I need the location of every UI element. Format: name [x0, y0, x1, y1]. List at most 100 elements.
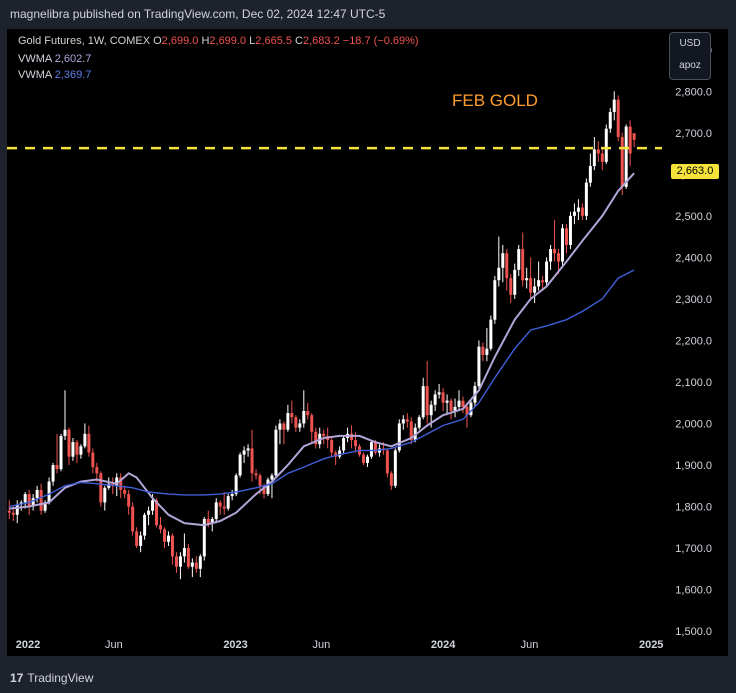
- candle-body: [517, 249, 521, 270]
- candle-body: [497, 267, 501, 281]
- candle-body: [15, 504, 19, 515]
- y-tick-label: 2,400.0: [675, 252, 712, 264]
- candle-body: [449, 400, 453, 412]
- candle-body: [433, 394, 437, 405]
- candle-body: [99, 473, 103, 503]
- candle-body: [234, 475, 238, 495]
- candle-body: [262, 485, 266, 495]
- candle-body: [425, 386, 429, 416]
- candle-body: [155, 500, 159, 526]
- y-tick-label: 2,700.0: [675, 128, 712, 140]
- candle-body: [533, 286, 537, 293]
- close-label: C: [295, 35, 303, 47]
- candle-body: [27, 494, 31, 507]
- tradingview-brand: TradingView: [27, 671, 94, 685]
- level-price-tag: 2,663.0: [671, 164, 719, 179]
- candle-body: [596, 149, 600, 154]
- x-tick-label: Jun: [313, 639, 331, 651]
- candle-body: [477, 346, 481, 387]
- candle-body: [298, 423, 302, 428]
- candle-body: [282, 423, 286, 430]
- candle-body: [127, 494, 131, 507]
- currency-label: USD: [679, 38, 701, 49]
- candle-body: [238, 454, 242, 476]
- top-bar: magnelibra published on TradingView.com,…: [0, 0, 736, 30]
- candle-body: [549, 249, 553, 262]
- candle-body: [190, 562, 194, 567]
- candle-body: [541, 280, 545, 283]
- candle-body: [354, 440, 358, 447]
- candle-body: [7, 510, 11, 513]
- candle-body: [529, 278, 533, 293]
- candle-body: [218, 502, 222, 507]
- candle-body: [294, 417, 298, 428]
- candle-body: [198, 556, 202, 569]
- close-value: 2,683.2: [303, 35, 340, 47]
- candle-body: [55, 464, 59, 470]
- candle-body: [580, 207, 584, 216]
- candle-body: [537, 280, 541, 287]
- candle-body: [628, 126, 632, 154]
- tradingview-logo[interactable]: 17 TradingView: [10, 671, 93, 685]
- chart-area[interactable]: [7, 29, 662, 656]
- y-tick-label: 2,000.0: [675, 418, 712, 430]
- open-label: O: [153, 35, 162, 47]
- vwma-slow-legend: VWMA 2,369.7: [18, 69, 91, 81]
- candle-body: [481, 346, 485, 355]
- symbol-name: Gold Futures, 1W, COMEX: [18, 35, 151, 47]
- x-tick-label: 2023: [223, 639, 247, 651]
- candle-body: [521, 249, 525, 281]
- currency-selector[interactable]: USD apoz: [669, 32, 711, 80]
- low-value: 2,665.5: [255, 35, 292, 47]
- candle-body: [79, 446, 83, 455]
- candle-body: [620, 136, 624, 187]
- candle-body: [222, 506, 226, 509]
- y-tick-label: 2,300.0: [675, 294, 712, 306]
- candle-body: [51, 464, 55, 482]
- publisher-line: magnelibra published on TradingView.com,…: [10, 7, 386, 21]
- y-tick-label: 1,800.0: [675, 502, 712, 514]
- price-axis[interactable]: [662, 29, 728, 656]
- candle-body: [242, 450, 246, 455]
- y-tick-label: 1,500.0: [675, 626, 712, 638]
- candle-body: [31, 498, 35, 507]
- vwma-fast-line: [9, 172, 635, 527]
- high-value: 2,699.0: [209, 35, 247, 47]
- candle-body: [186, 548, 190, 567]
- candle-body: [123, 489, 127, 495]
- high-label: H: [201, 35, 210, 47]
- open-value: 2,699.0: [161, 35, 199, 47]
- candle-body: [604, 128, 608, 162]
- candle-body: [564, 228, 568, 245]
- candle-body: [608, 112, 612, 129]
- candle-body: [182, 548, 186, 557]
- candle-body: [35, 489, 39, 499]
- candle-body: [170, 535, 174, 557]
- candle-body: [405, 419, 409, 422]
- candle-body: [310, 415, 314, 432]
- candle-body: [469, 402, 473, 416]
- candle-body: [513, 269, 517, 295]
- candle-body: [584, 182, 588, 216]
- candle-body: [409, 421, 413, 441]
- candle-body: [95, 467, 99, 474]
- candle-body: [39, 489, 43, 511]
- candle-body: [334, 452, 338, 457]
- candle-body: [43, 502, 47, 511]
- candle-body: [63, 429, 67, 436]
- candle-body: [314, 431, 318, 445]
- y-tick-label: 2,500.0: [675, 211, 712, 223]
- candle-body: [632, 133, 636, 140]
- y-tick-label: 2,100.0: [675, 377, 712, 389]
- candle-body: [616, 99, 620, 137]
- candle-body: [557, 253, 561, 262]
- candle-body: [369, 442, 373, 457]
- x-tick-label: Jun: [521, 639, 539, 651]
- candle-body: [509, 278, 513, 295]
- x-tick-label: 2024: [431, 639, 456, 651]
- candle-body: [286, 413, 290, 430]
- candle-body: [210, 518, 214, 524]
- candle-body: [545, 261, 549, 283]
- candle-body: [250, 448, 254, 474]
